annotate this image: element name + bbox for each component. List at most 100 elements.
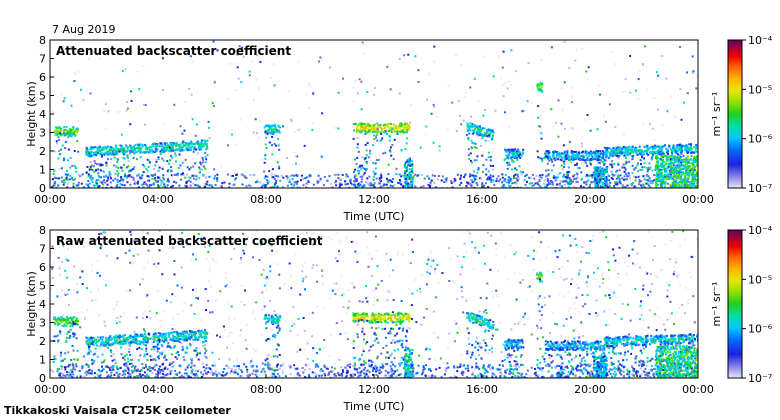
band-cell [696,146,698,149]
noise-cell [260,334,263,336]
band-cell [166,145,169,147]
noise-cell [560,122,563,125]
band-cell [167,145,170,147]
noise-cell [61,365,64,368]
noise-cell [390,361,393,364]
rain-cell [694,165,697,168]
noise-cell [311,122,314,125]
subcloud-cell [147,186,150,188]
band-cell [492,134,494,137]
noise-cell [103,320,106,323]
noise-cell [118,321,121,323]
rain-cell [680,178,683,181]
band-cell [596,153,599,155]
band-cell [672,146,675,149]
band-cell [199,142,202,145]
subcloud-cell [473,178,476,181]
subcloud-cell [375,136,377,139]
noise-cell [84,157,87,160]
ground-cell [633,185,636,188]
noise-cell [649,123,652,126]
ground-cell [553,175,555,178]
noise-cell [355,252,358,255]
noise-cell [358,300,361,303]
rain-cell [682,164,684,167]
band-cell [504,148,507,151]
band-cell [671,152,674,155]
ground-cell [626,178,628,181]
band-cell [658,146,661,149]
noise-cell [264,284,266,287]
noise-cell [521,110,524,113]
subcloud-cell [607,174,610,177]
noise-cell [67,304,70,306]
noise-cell [193,313,196,315]
subcloud-cell [103,153,106,156]
ground-cell [362,173,365,176]
subcloud-cell [184,176,187,179]
noise-cell [457,99,460,102]
subcloud-cell [513,155,516,158]
noise-cell [278,287,281,290]
subcloud-cell [517,154,520,157]
noise-cell [366,91,369,93]
band-cell [394,130,397,133]
rain-cell [661,179,664,182]
noise-cell [154,329,157,332]
band-cell [638,145,641,148]
subcloud-cell [382,152,385,155]
subcloud-cell [264,157,267,160]
subcloud-cell [607,157,610,160]
subcloud-cell [67,136,70,139]
noise-cell [173,339,176,342]
noise-cell [678,244,681,247]
noise-cell [643,176,646,179]
subcloud-cell [137,173,140,176]
noise-cell [596,128,599,131]
rain-cell [404,181,407,184]
subcloud-cell [58,149,61,152]
noise-cell [525,298,528,301]
noise-cell [504,81,507,84]
band-cell [546,150,549,153]
ground-cell [356,186,359,188]
noise-cell [447,84,450,87]
noise-cell [400,300,403,302]
noise-cell [455,129,458,132]
noise-cell [571,95,574,98]
band-cell [604,152,607,155]
band-cell [646,151,649,153]
rain-cell [685,160,688,162]
noise-cell [220,165,223,168]
band-cell [152,145,155,147]
subcloud-cell [62,159,65,162]
noise-cell [225,284,228,287]
noise-cell [146,316,148,319]
noise-cell [637,78,640,81]
band-cell [507,153,510,156]
subcloud-cell [691,169,694,172]
noise-cell [533,249,535,252]
noise-cell [443,362,445,365]
noise-cell [581,246,584,249]
band-cell [184,142,187,145]
band-cell [62,130,65,133]
band-cell [588,153,591,156]
noise-cell [415,321,418,324]
ground-cell [322,184,325,187]
band-cell [56,127,59,129]
noise-cell [104,324,107,327]
subcloud-cell [378,177,381,180]
band-cell [472,125,475,128]
band-cell [519,151,521,154]
subcloud-cell [632,182,634,184]
subcloud-cell [117,166,120,169]
rain-cell [407,160,409,163]
ground-cell [427,184,430,187]
ground-cell [643,186,646,188]
noise-cell [673,323,676,325]
band-cell [619,148,622,151]
noise-cell [653,138,656,141]
subcloud-cell [387,186,390,188]
subcloud-cell [506,167,509,170]
